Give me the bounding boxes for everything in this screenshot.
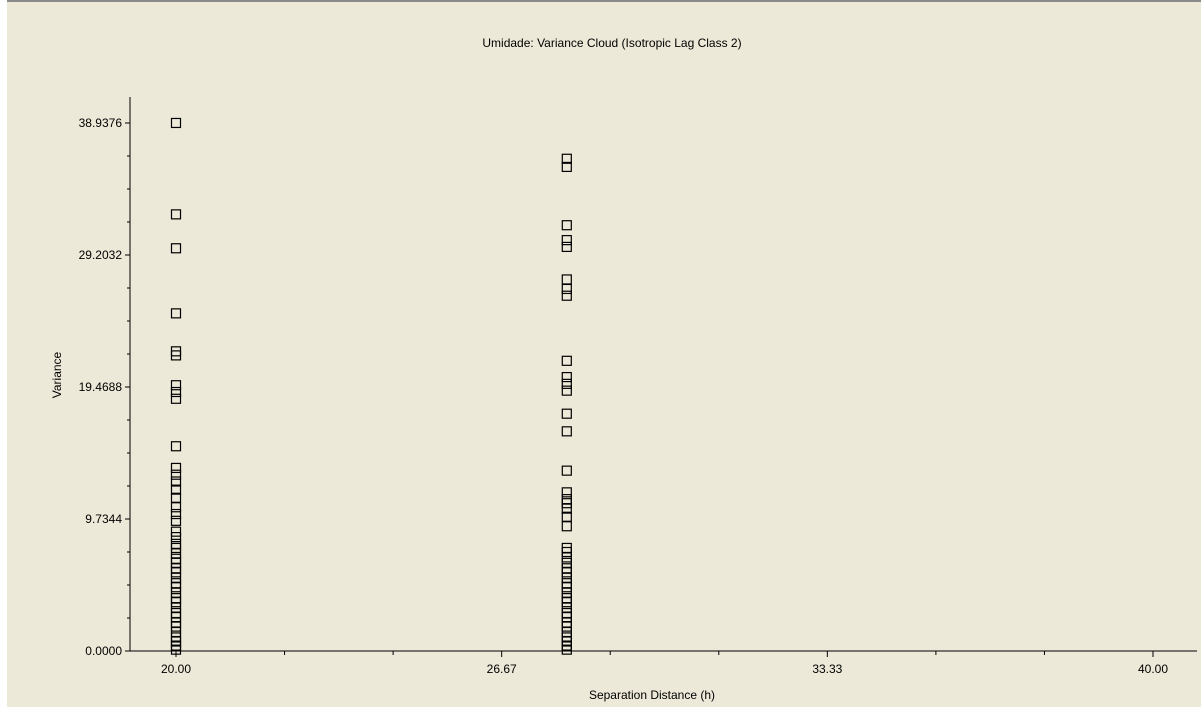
data-point [170,621,182,632]
y-tick-label: 9.7344 [85,512,122,526]
data-point [561,567,572,578]
data-point [561,557,572,568]
data-point [561,621,572,632]
x-tick-label: 20.00 [161,662,191,676]
data-point [561,521,572,532]
data-point [170,386,182,398]
data-point [561,587,572,598]
data-point [170,602,182,613]
data-point [561,498,572,509]
data-point [561,408,572,419]
x-axis-label: Separation Distance (h) [589,688,715,702]
data-point [561,161,572,173]
window-edge [0,0,7,707]
data-point [170,582,182,593]
data-point [561,572,572,583]
data-point [561,503,572,514]
data-point [170,626,182,638]
data-point [170,515,182,526]
data-point [170,441,182,452]
data-point [170,476,182,487]
data-point [561,241,572,253]
data-point [170,597,182,608]
data-point [170,508,182,520]
x-tick-label: 33.33 [812,662,842,676]
y-tick-label: 29.2032 [79,248,123,262]
data-point [170,308,182,319]
data-point [561,355,572,366]
data-point [561,385,572,396]
data-point [170,644,182,655]
data-point [561,602,572,613]
data-point [561,235,572,246]
data-point [561,644,572,655]
data-point [561,274,572,285]
data-point [170,350,182,361]
x-tick-label: 26.67 [487,662,517,676]
data-point [561,290,572,301]
data-point [561,426,572,437]
data-point [561,552,572,563]
chart-title: Umidade: Variance Cloud (Isotropic Lag C… [482,36,741,50]
y-tick-label: 19.4688 [79,380,123,394]
data-point [561,371,572,383]
data-point [561,546,572,558]
data-point [170,567,182,578]
data-point [561,378,572,389]
data-point [170,548,182,559]
data-point [170,469,182,480]
data-point [561,153,572,164]
data-point [561,626,572,638]
data-point [561,283,572,295]
data-point [170,462,182,474]
data-point [170,484,182,495]
data-point [170,243,182,254]
data-point [561,465,572,476]
data-point [170,117,182,129]
data-point [561,487,572,498]
data-point [170,587,182,598]
data-point [561,220,572,231]
data-point [170,380,182,391]
data-point [170,502,182,513]
y-tick-label: 0.0000 [85,644,122,658]
data-point [170,531,182,543]
data-point [170,526,182,537]
data-point [561,597,572,608]
data-point [170,393,182,404]
y-tick-label: 38.9376 [79,116,123,130]
data-point [170,542,182,554]
data-point [170,209,182,220]
x-tick-label: 40.00 [1138,662,1168,676]
data-point [170,572,182,583]
y-axis-label: Variance [50,351,64,398]
data-point [561,582,572,593]
